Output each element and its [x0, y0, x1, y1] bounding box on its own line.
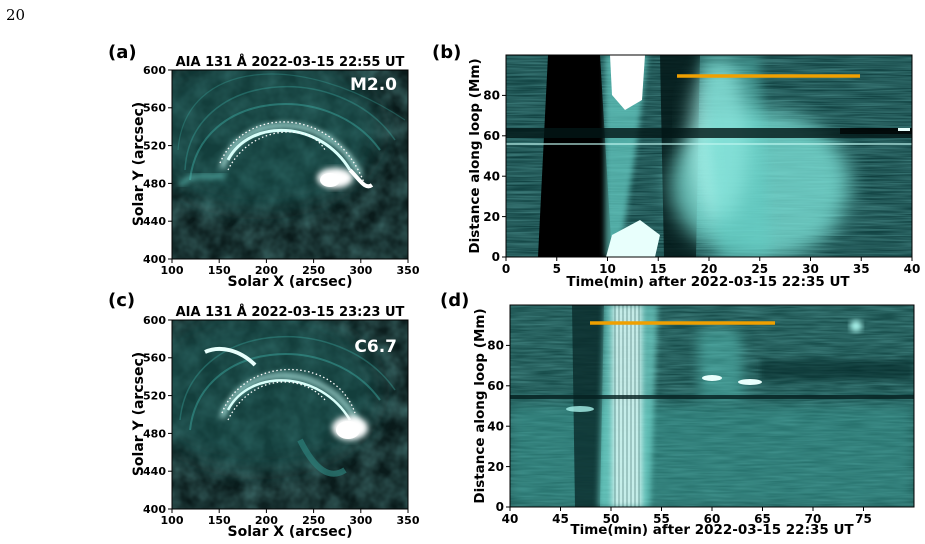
panel-c-ytick-label: 560 [143, 352, 166, 365]
panel-b-axes: 0 5 10 15 20 25 30 35 40 0 20 40 60 80 [483, 89, 920, 276]
panel-a-title: AIA 131 Å 2022-03-15 22:55 UT [176, 54, 405, 70]
panel-d-ytick-label: 80 [487, 339, 504, 353]
panel-b-xtick-label: 35 [853, 262, 870, 276]
panel-d-ytick-label: 40 [487, 419, 504, 433]
panel-c-xtick-label: 150 [208, 514, 231, 527]
panel-c-axes: 100 150 200 250 300 350 400 440 480 520 560 600 [143, 314, 420, 527]
panel-d-xtick-label: 45 [552, 512, 569, 526]
panel-c-xtick-label: 200 [255, 514, 278, 527]
panel-b-xlabel: Time(min) after 2022-03-15 22:35 UT [566, 274, 850, 290]
panel-a: (a) AIA 131 Å 2022-03-15 22:55 UT M2.0 1… [108, 42, 420, 290]
panel-d-xtick-label: 50 [603, 512, 620, 526]
panel-c-xtick-label: 250 [302, 514, 325, 527]
panel-a-annotation: M2.0 [350, 75, 397, 95]
panel-a-ytick-label: 480 [143, 177, 166, 190]
panel-c-annotation: C6.7 [354, 337, 397, 357]
panel-c-ytick-label: 600 [143, 314, 166, 327]
panel-c-ytick-label: 480 [143, 427, 166, 440]
panel-a-ytick-label: 440 [143, 215, 166, 228]
panel-b-ytick-label: 40 [483, 169, 500, 183]
panel-a-axes: 100 150 200 250 300 350 400 440 480 520 560 600 [143, 64, 420, 277]
panel-b-xtick-label: 40 [904, 262, 921, 276]
panel-b-xtick-label: 20 [701, 262, 718, 276]
panel-c-image [172, 320, 408, 509]
panel-d-timedistance [510, 305, 914, 507]
panel-b-xtick-label: 25 [751, 262, 768, 276]
page-number: 20 [6, 6, 26, 24]
panel-d-axes: 40 45 50 55 60 65 70 75 0 20 40 60 80 [487, 339, 872, 526]
panel-a-xtick-label: 350 [397, 264, 420, 277]
panel-c-xlabel: Solar X (arcsec) [228, 524, 353, 540]
panel-a-ytick-label: 400 [143, 253, 166, 266]
panel-b-label: (b) [432, 42, 461, 63]
panel-d-ylabel: Distance along loop (Mm) [472, 308, 488, 503]
panel-b-ylabel: Distance along loop (Mm) [467, 58, 483, 253]
panel-b-xtick-label: 5 [553, 262, 561, 276]
panel-a-ytick-label: 600 [143, 64, 166, 77]
panel-b: (b) 0 5 10 15 20 25 30 35 40 0 20 40 60 80 Time(min) … [432, 42, 920, 290]
panel-b-timedistance [506, 55, 912, 257]
panel-b-xtick-label: 15 [650, 262, 667, 276]
panel-b-ytick-label: 20 [483, 210, 500, 224]
panel-c-title: AIA 131 Å 2022-03-15 23:23 UT [176, 304, 405, 320]
panel-d-xtick-label: 65 [754, 512, 771, 526]
panel-c-ylabel: Solar Y (arcsec) [131, 352, 147, 476]
panel-b-ytick-label: 80 [483, 89, 500, 103]
panel-a-xtick-label: 300 [349, 264, 372, 277]
panel-a-xtick-label: 150 [208, 264, 231, 277]
panel-c-xtick-label: 300 [349, 514, 372, 527]
panel-b-ytick-label: 0 [492, 250, 500, 264]
panel-a-label: (a) [108, 42, 137, 63]
panel-d-xtick-label: 60 [704, 512, 721, 526]
panel-d-ytick-label: 60 [487, 379, 504, 393]
panel-b-xtick-label: 0 [502, 262, 510, 276]
panel-b-xtick-label: 10 [599, 262, 616, 276]
panel-a-xtick-label: 200 [255, 264, 278, 277]
panel-d-ytick-label: 0 [496, 500, 504, 514]
panel-a-image [172, 70, 408, 259]
panel-c-xtick-label: 350 [397, 514, 420, 527]
panel-a-ytick-label: 560 [143, 102, 166, 115]
panel-b-ytick-label: 60 [483, 129, 500, 143]
panel-d-xtick-label: 70 [805, 512, 822, 526]
panel-a-xtick-label: 250 [302, 264, 325, 277]
panel-c: (c) AIA 131 Å 2022-03-15 23:23 UT C6.7 1… [108, 290, 420, 540]
panel-d-xlabel: Time(min) after 2022-03-15 22:35 UT [570, 522, 854, 538]
panel-b-xtick-label: 30 [802, 262, 819, 276]
panel-d-xtick-label: 40 [502, 512, 519, 526]
panel-a-ytick-label: 520 [143, 139, 166, 152]
panel-c-label: (c) [108, 290, 135, 311]
panel-c-ytick-label: 400 [143, 503, 166, 516]
panel-d-xtick-label: 75 [855, 512, 872, 526]
panel-c-ytick-label: 520 [143, 389, 166, 402]
panel-a-ylabel: Solar Y (arcsec) [131, 102, 147, 226]
panel-d-xtick-label: 55 [653, 512, 670, 526]
panel-d-label: (d) [440, 290, 469, 311]
panel-c-xtick-label: 100 [161, 514, 184, 527]
panel-d-ytick-label: 20 [487, 460, 504, 474]
panel-a-xlabel: Solar X (arcsec) [228, 274, 353, 290]
panel-a-xtick-label: 100 [161, 264, 184, 277]
panel-c-ytick-label: 440 [143, 465, 166, 478]
